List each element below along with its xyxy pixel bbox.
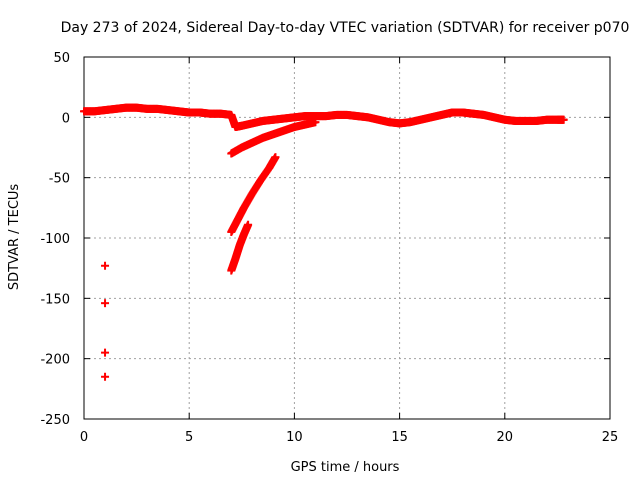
x-axis-label: GPS time / hours xyxy=(291,460,400,475)
data-point xyxy=(101,299,110,308)
x-tick-label: 5 xyxy=(185,430,193,445)
x-tick-label: 20 xyxy=(497,430,514,445)
series-descending-arc-1 xyxy=(227,118,320,158)
chart-title: Day 273 of 2024, Sidereal Day-to-day VTE… xyxy=(61,20,630,36)
y-tick-label: -150 xyxy=(40,292,70,307)
series-descending-arc-2 xyxy=(227,153,280,236)
data-point xyxy=(101,348,110,357)
data-point xyxy=(271,153,280,162)
series-descending-arc-3 xyxy=(227,220,253,275)
y-tick-labels: -250 -200 -150 -100 -50 0 50 xyxy=(40,51,70,428)
series-main-trace xyxy=(80,103,568,131)
data-point xyxy=(101,372,110,381)
x-tick-label: 10 xyxy=(286,430,303,445)
x-tick-label: 0 xyxy=(80,430,88,445)
y-tick-label: -50 xyxy=(49,172,70,187)
y-tick-label: 50 xyxy=(53,51,70,66)
x-tick-label: 25 xyxy=(602,430,619,445)
data-point xyxy=(244,220,253,229)
data-point xyxy=(559,115,568,124)
y-tick-label: -100 xyxy=(40,232,70,247)
y-tick-label: -200 xyxy=(40,353,70,368)
data-point xyxy=(311,118,320,127)
series-outliers xyxy=(101,261,110,381)
y-tick-label: -250 xyxy=(40,413,70,428)
axis-ticks xyxy=(83,56,611,420)
data-point xyxy=(101,261,110,270)
x-tick-label: 15 xyxy=(391,430,408,445)
y-axis-label: SDTVAR / TECUs xyxy=(7,184,22,291)
y-tick-label: 0 xyxy=(62,111,70,126)
data-points xyxy=(80,103,568,381)
x-tick-labels: 0 5 10 15 20 25 xyxy=(80,430,618,445)
